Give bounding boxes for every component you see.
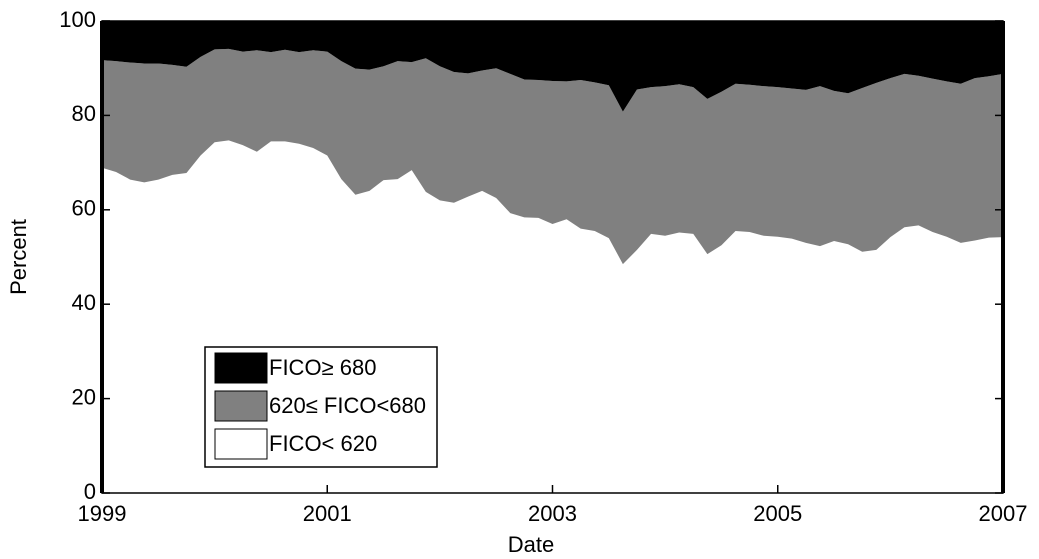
y-tick-label: 60 xyxy=(72,196,96,221)
y-axis-label: Percent xyxy=(6,219,31,295)
area xyxy=(102,21,1003,112)
x-tick-label: 1999 xyxy=(78,501,127,526)
x-tick-label: 2007 xyxy=(979,501,1028,526)
x-tick-label: 2005 xyxy=(753,501,802,526)
legend-label: FICO< 620 xyxy=(269,431,377,456)
legend-label: FICO≥ 680 xyxy=(269,355,376,380)
legend-label: 620≤ FICO<680 xyxy=(269,393,426,418)
legend-swatch xyxy=(214,352,268,384)
y-tick-label: 40 xyxy=(72,290,96,315)
y-tick-label: 80 xyxy=(72,101,96,126)
legend-swatch xyxy=(214,390,268,422)
y-tick-label: 0 xyxy=(84,479,96,504)
legend: FICO≥ 680 620≤ FICO<680 FICO< 620 xyxy=(204,346,438,468)
x-tick-label: 2001 xyxy=(303,501,352,526)
y-tick-label: 20 xyxy=(72,384,96,409)
y-tick-label: 100 xyxy=(59,7,96,32)
x-axis-label: Date xyxy=(508,532,554,557)
x-tick-label: 2003 xyxy=(528,501,577,526)
area xyxy=(102,48,1003,265)
legend-swatch xyxy=(214,428,268,460)
